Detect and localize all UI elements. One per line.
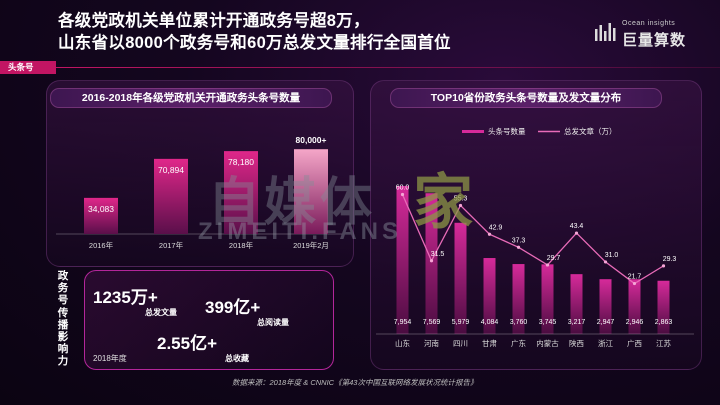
right-chart-panel [370,80,702,370]
right-chart-tick-label: 广东 [511,338,526,348]
right-chart-line-series [401,194,664,285]
stats-box: 1235万+ 总发文量 399亿+ 总阅读量 2.55亿+ 总收藏 2018年度 [84,270,334,370]
stat-year-label: 2018年度 [93,354,127,363]
right-chart-tick-label: 陕西 [569,338,584,348]
legend-label-bar: 头条号数量 [488,126,526,136]
brand-logo: Ocean insights 巨量算数 [594,18,694,52]
left-chart-bar [84,197,118,234]
right-chart-line-label: 43.4 [570,223,584,230]
right-chart-tick-label: 江苏 [656,338,671,348]
right-chart-tick-label: 广西 [627,338,642,348]
right-chart-line-point [400,192,405,197]
logo-text-en: Ocean insights [622,20,676,27]
right-chart-tick-label: 四川 [453,339,468,348]
right-chart-line-point [545,263,550,267]
stat-total-reads-label: 总阅读量 [257,318,289,327]
left-chart-tick-label: 2016年 [89,240,114,250]
right-chart-line-label: 31.0 [605,252,619,259]
right-chart-line-point [516,245,521,249]
right-chart-line-label: 55.3 [454,195,468,202]
left-chart-data-label: 34,083 [88,204,114,214]
right-chart-tick-label: 内蒙古 [536,338,559,348]
right-chart-bar-label: 3,217 [568,319,586,326]
vertical-label-char: 播 [57,318,69,331]
vertical-label-char: 传 [57,306,69,319]
right-chart-tick-label: 甘肃 [482,338,497,348]
title-line-1: 各级党政机关单位累计开通政务号超8万， [58,12,370,30]
right-chart-bar-label: 2,863 [655,319,673,326]
left-chart-bar [224,151,258,234]
right-chart-bar-label: 2,946 [626,319,644,326]
right-chart-line-point [487,232,492,236]
left-chart-bar [294,149,328,234]
left-chart-tick-label: 2017年 [159,240,184,250]
vertical-label-char: 政 [57,270,69,282]
right-chart-bar [570,274,583,334]
vertical-label-char: 务 [57,282,69,295]
right-chart-bar [541,264,554,334]
left-chart-tick-label: 2019年2月 [293,240,329,250]
right-chart-line-label: 31.5 [431,251,445,258]
right-combo-chart: 头条号数量 总发文章（万） 7,954 山东 7,569 河南 5,979 四川 4,084 甘肃… [376,126,694,348]
stat-total-favorites-value: 2.55亿+ [157,334,218,353]
right-chart-bar-label: 3,760 [510,319,528,326]
right-chart-line-point [632,281,637,286]
stat-total-favorites-label: 总收藏 [225,354,249,363]
stat-total-posts-label: 总发文量 [145,308,177,317]
stat-total-reads-value: 399亿+ [205,298,261,317]
right-chart-bar-label: 7,569 [423,319,441,326]
influence-vertical-label: 政务号传播影响力 [56,270,70,368]
vertical-label-char: 影 [57,331,69,344]
right-chart-line-point [603,260,608,264]
left-chart-data-label: 70,894 [158,165,184,175]
right-chart-bar [657,280,670,334]
left-chart-tick-label: 2018年 [229,240,254,250]
right-chart-line-point [429,259,434,263]
right-chart-title: TOP10省份政务头条号数量及发文量分布 [390,88,662,108]
right-chart-bar-label: 4,084 [481,319,499,326]
vertical-label-char: 响 [57,343,69,356]
right-chart-bar [396,186,409,334]
left-chart-data-label: 80,000+ [296,135,327,145]
stat-total-posts-value: 1235万+ [93,288,158,307]
section-tag: 头条号 [0,61,56,74]
right-chart-line-label: 37.3 [512,237,526,244]
page-title: 各级党政机关单位累计开通政务号超8万， 山东省以8000个政务号和60万总发文量… [58,10,578,54]
right-chart-bar [425,193,438,334]
right-chart-line-label: 60.0 [396,185,410,192]
right-chart-bar-label: 5,979 [452,319,470,326]
left-bar-chart: 34,083 2016年 70,894 2017年 78,180 2018年 80,000+… [56,135,342,250]
right-chart-bar [599,279,612,334]
title-line-2: 山东省以8000个政务号和60万总发文量排行全国首位 [58,34,451,52]
left-chart-title: 2016-2018年各级党政机关开通政务头条号数量 [50,88,332,108]
vertical-label-char: 力 [57,355,69,368]
right-chart-line-label: 29.3 [663,256,677,263]
right-chart-tick-label: 河南 [424,338,439,348]
right-chart-bar [628,279,641,334]
legend-swatch-bar [462,130,484,133]
right-chart-bar [512,264,525,334]
right-chart-bar-label: 7,954 [394,319,412,326]
legend-label-line: 总发文章（万） [564,126,617,136]
right-chart-bar-label: 3,745 [539,319,557,326]
right-chart-line-point [661,264,666,268]
right-chart-bar-label: 2,947 [597,319,615,326]
right-chart-line-point [458,203,463,208]
logo-text-cn: 巨量算数 [622,32,687,49]
left-chart-data-label: 78,180 [228,157,254,167]
right-chart-bar [454,222,467,334]
right-chart-line-point [574,231,579,235]
right-chart-bar [483,258,496,334]
right-chart-line-label: 42.9 [489,224,503,231]
ocean-insights-logo-icon [595,23,616,41]
right-chart-line-label: 21.7 [628,274,642,281]
data-source-note: 数据来源：2018年度 & CNNIC《第43次中国互联网络发展状况统计报告》 [232,378,478,387]
right-chart-line-label: 29.7 [547,255,561,262]
right-chart-tick-label: 山东 [395,338,410,348]
left-chart-bar [154,158,188,234]
right-chart-tick-label: 浙江 [598,338,613,348]
header-divider [56,67,720,68]
vertical-label-char: 号 [57,294,69,307]
